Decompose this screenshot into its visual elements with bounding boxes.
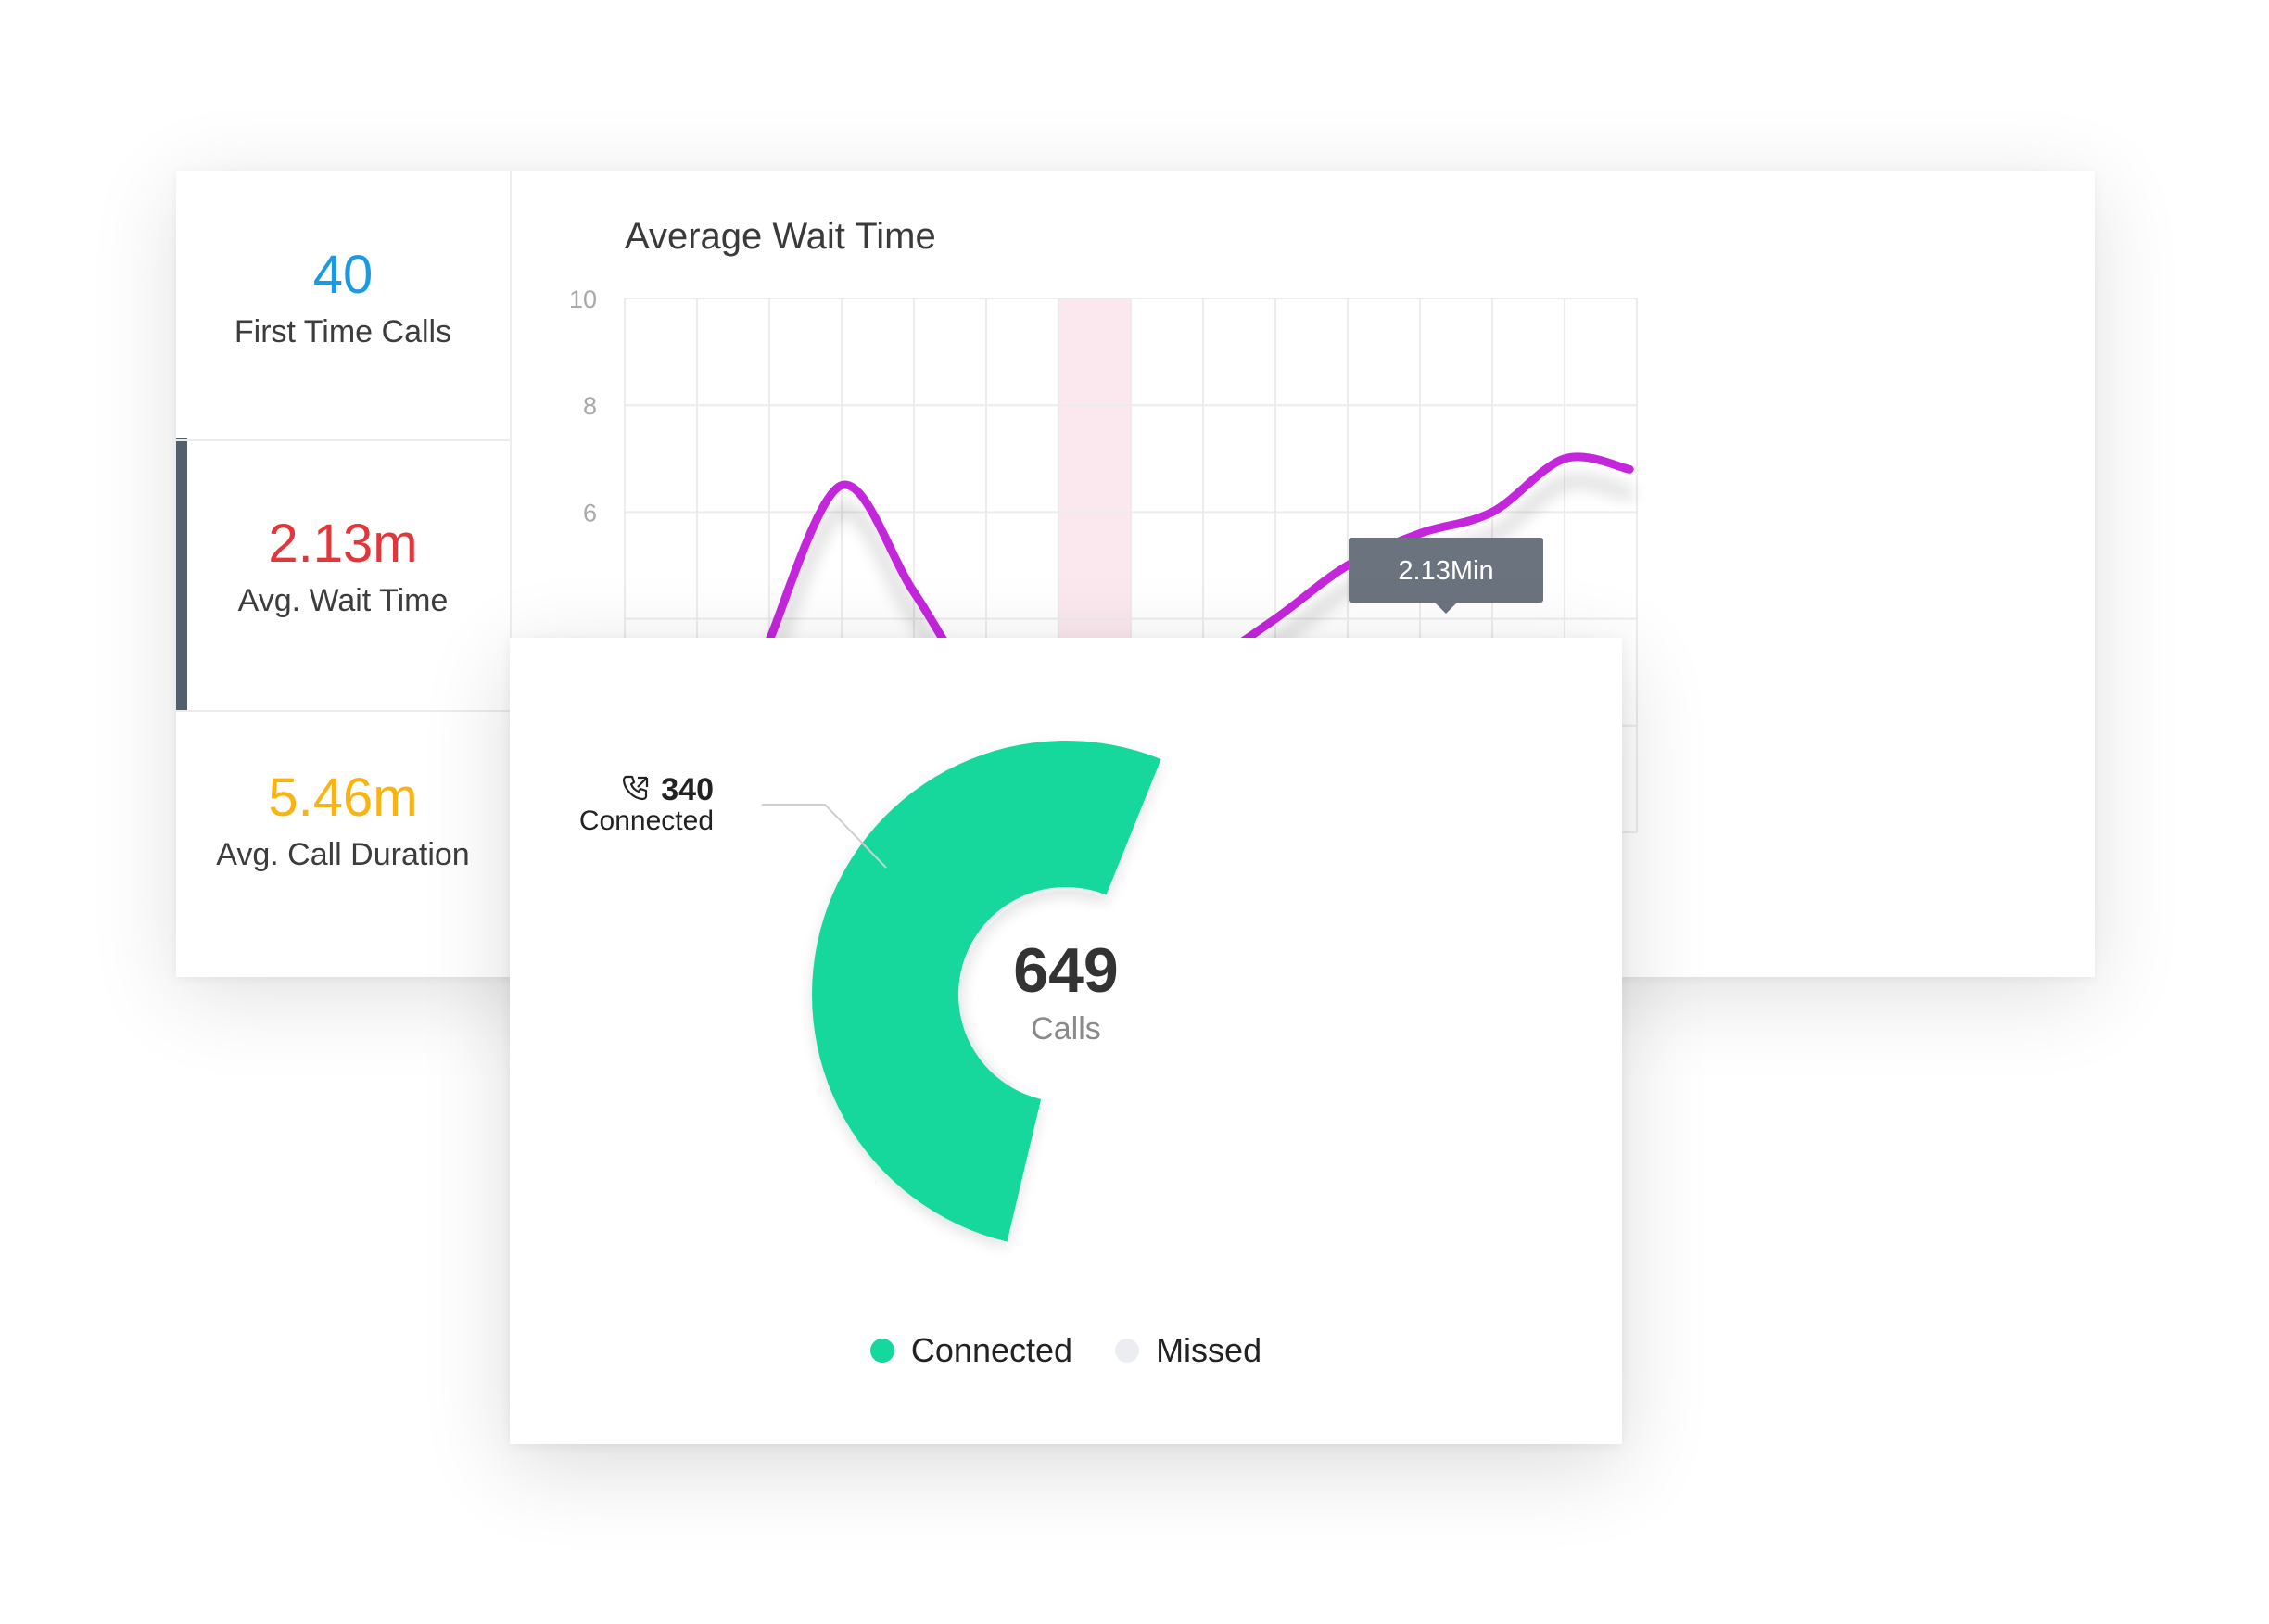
calls-donut-chart: 340 Connected 649 Calls	[579, 741, 1161, 1242]
stat-label: Avg. Call Duration	[216, 837, 470, 872]
stat-avg-call-duration[interactable]: 5.46m Avg. Call Duration	[176, 712, 510, 977]
tooltip-text: 2.13Min	[1398, 556, 1493, 586]
y-tick-label: 6	[583, 499, 597, 527]
chart-title: Average Wait Time	[625, 216, 936, 257]
donut-slice-connected[interactable]	[812, 741, 1161, 1242]
donut-legend: Connected Missed	[510, 1331, 1622, 1371]
stat-label: First Time Calls	[234, 314, 452, 349]
calls-donut-card: 340 Connected 649 Calls Connected Missed	[510, 638, 1622, 1444]
stat-value: 40	[312, 245, 374, 305]
phone-icon	[622, 775, 649, 801]
legend-item-connected[interactable]: Connected	[869, 1331, 1073, 1370]
chart-tooltip: 2.13Min	[1349, 538, 1543, 614]
callout-label: Connected	[579, 806, 714, 836]
legend-label: Connected	[910, 1331, 1073, 1369]
legend-label: Missed	[1156, 1331, 1262, 1369]
donut-total-value: 649	[1013, 935, 1118, 1006]
callout-value: 340	[661, 772, 714, 807]
active-stat-indicator	[176, 438, 187, 710]
legend-swatch-connected	[869, 1339, 894, 1363]
stat-first-time-calls[interactable]: 40 First Time Calls	[176, 245, 510, 441]
donut-total-label: Calls	[1031, 1011, 1101, 1047]
stat-avg-wait-time[interactable]: 2.13m Avg. Wait Time	[176, 439, 510, 712]
y-tick-label: 8	[583, 392, 597, 420]
legend-swatch-missed	[1115, 1339, 1140, 1363]
stats-panel: 40 First Time Calls 2.13m Avg. Wait Time…	[176, 171, 512, 977]
legend-item-missed[interactable]: Missed	[1115, 1331, 1261, 1370]
callout-leader-line	[762, 804, 887, 869]
stat-value: 5.46m	[268, 768, 418, 828]
stat-value: 2.13m	[268, 514, 418, 574]
y-tick-label: 10	[569, 285, 597, 313]
stat-label: Avg. Wait Time	[237, 583, 449, 618]
